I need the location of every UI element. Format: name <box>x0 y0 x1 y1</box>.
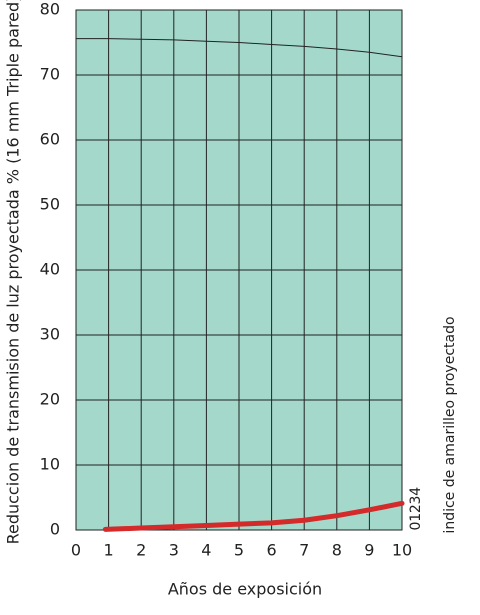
y-tick-label: 50 <box>40 195 60 214</box>
x-tick-label: 2 <box>136 541 146 560</box>
data-line <box>102 500 405 532</box>
y2-tick-label: 2 <box>408 504 424 513</box>
y-tick-label: 60 <box>40 130 60 149</box>
y-tick-label: 10 <box>40 455 60 474</box>
y-tick-label: 20 <box>40 390 60 409</box>
y-tick-label: 80 <box>40 0 60 19</box>
y-tick-label: 30 <box>40 325 60 344</box>
y-tick-label: 40 <box>40 260 60 279</box>
y-tick-label: 70 <box>40 65 60 84</box>
x-tick-label: 10 <box>392 541 412 560</box>
x-tick-label: 1 <box>104 541 114 560</box>
y2-tick-label: 4 <box>408 487 424 496</box>
y-tick-label: 0 <box>50 520 60 539</box>
y-axis-title: Reduccion de transmision de luz proyecta… <box>4 0 23 544</box>
x-tick-label: 9 <box>364 541 374 560</box>
x-tick-label: 8 <box>332 541 342 560</box>
x-tick-label: 0 <box>71 541 81 560</box>
x-tick-label: 7 <box>299 541 309 560</box>
y2-axis-title: indice de amarilleo proyectado <box>442 316 458 533</box>
x-tick-label: 5 <box>234 541 244 560</box>
y2-tick-label: 0 <box>408 522 424 531</box>
x-tick-label: 6 <box>267 541 277 560</box>
y2-tick-label: 1 <box>408 513 424 522</box>
y2-tick-label: 3 <box>408 496 424 505</box>
x-tick-label: 4 <box>201 541 211 560</box>
x-axis-title: Años de exposición <box>168 580 322 599</box>
data-line <box>75 38 403 58</box>
x-tick-label: 3 <box>169 541 179 560</box>
